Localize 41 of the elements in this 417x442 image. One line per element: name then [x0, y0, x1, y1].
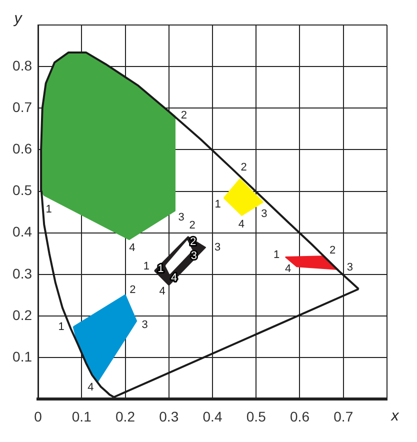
annotation: 4 — [88, 381, 94, 394]
y-tick-label: 0.4 — [12, 224, 32, 240]
x-tick-label: 0.6 — [290, 408, 310, 424]
annotation: 3 — [214, 241, 221, 254]
annotation: 1 — [46, 204, 52, 216]
y-tick-label: 0.1 — [12, 348, 32, 364]
x-tick-label: 0.3 — [159, 408, 179, 424]
x-tick-label: 0 — [34, 408, 42, 424]
annotation: 4 — [159, 285, 166, 298]
x-tick-label: 0.5 — [246, 408, 266, 424]
annotation: 4 — [238, 218, 245, 230]
y-axis-title: y — [13, 10, 24, 28]
annotation: 1 — [273, 249, 280, 262]
annotation: 3 — [346, 261, 354, 274]
annotation: 1 — [58, 321, 64, 334]
y-tick-label: 0.8 — [12, 57, 32, 74]
y-tick-label: 0.2 — [12, 306, 32, 323]
annotation: 1 — [143, 260, 150, 273]
annotation: 3 — [261, 208, 268, 220]
annotation: 4 — [285, 263, 292, 276]
x-tick-label: 0.2 — [116, 408, 136, 424]
y-tick-label: 0.3 — [12, 265, 32, 282]
x-tick-label: 0.1 — [72, 408, 92, 424]
y-tick-label: 0.6 — [12, 140, 32, 157]
y-tick-label: 0.5 — [12, 182, 32, 198]
annotation: 3 — [142, 318, 148, 331]
annotation: 4 — [170, 272, 178, 284]
annotation: 1 — [214, 198, 221, 211]
annotation: 2 — [240, 162, 247, 174]
y-tick-label: 0.7 — [12, 99, 32, 116]
annotation: 1 — [158, 262, 164, 275]
x-tick-label: 0.7 — [334, 408, 354, 424]
annotation: 4 — [129, 242, 136, 254]
annotation: 2 — [180, 109, 188, 122]
x-axis-title: x — [390, 407, 400, 424]
x-tick-label: 0.4 — [202, 408, 222, 424]
annotation: 3 — [178, 211, 184, 224]
annotation: 2 — [330, 244, 336, 257]
annotation: 2 — [189, 219, 196, 232]
annotation: 3 — [190, 250, 197, 262]
annotation: 2 — [130, 284, 136, 296]
